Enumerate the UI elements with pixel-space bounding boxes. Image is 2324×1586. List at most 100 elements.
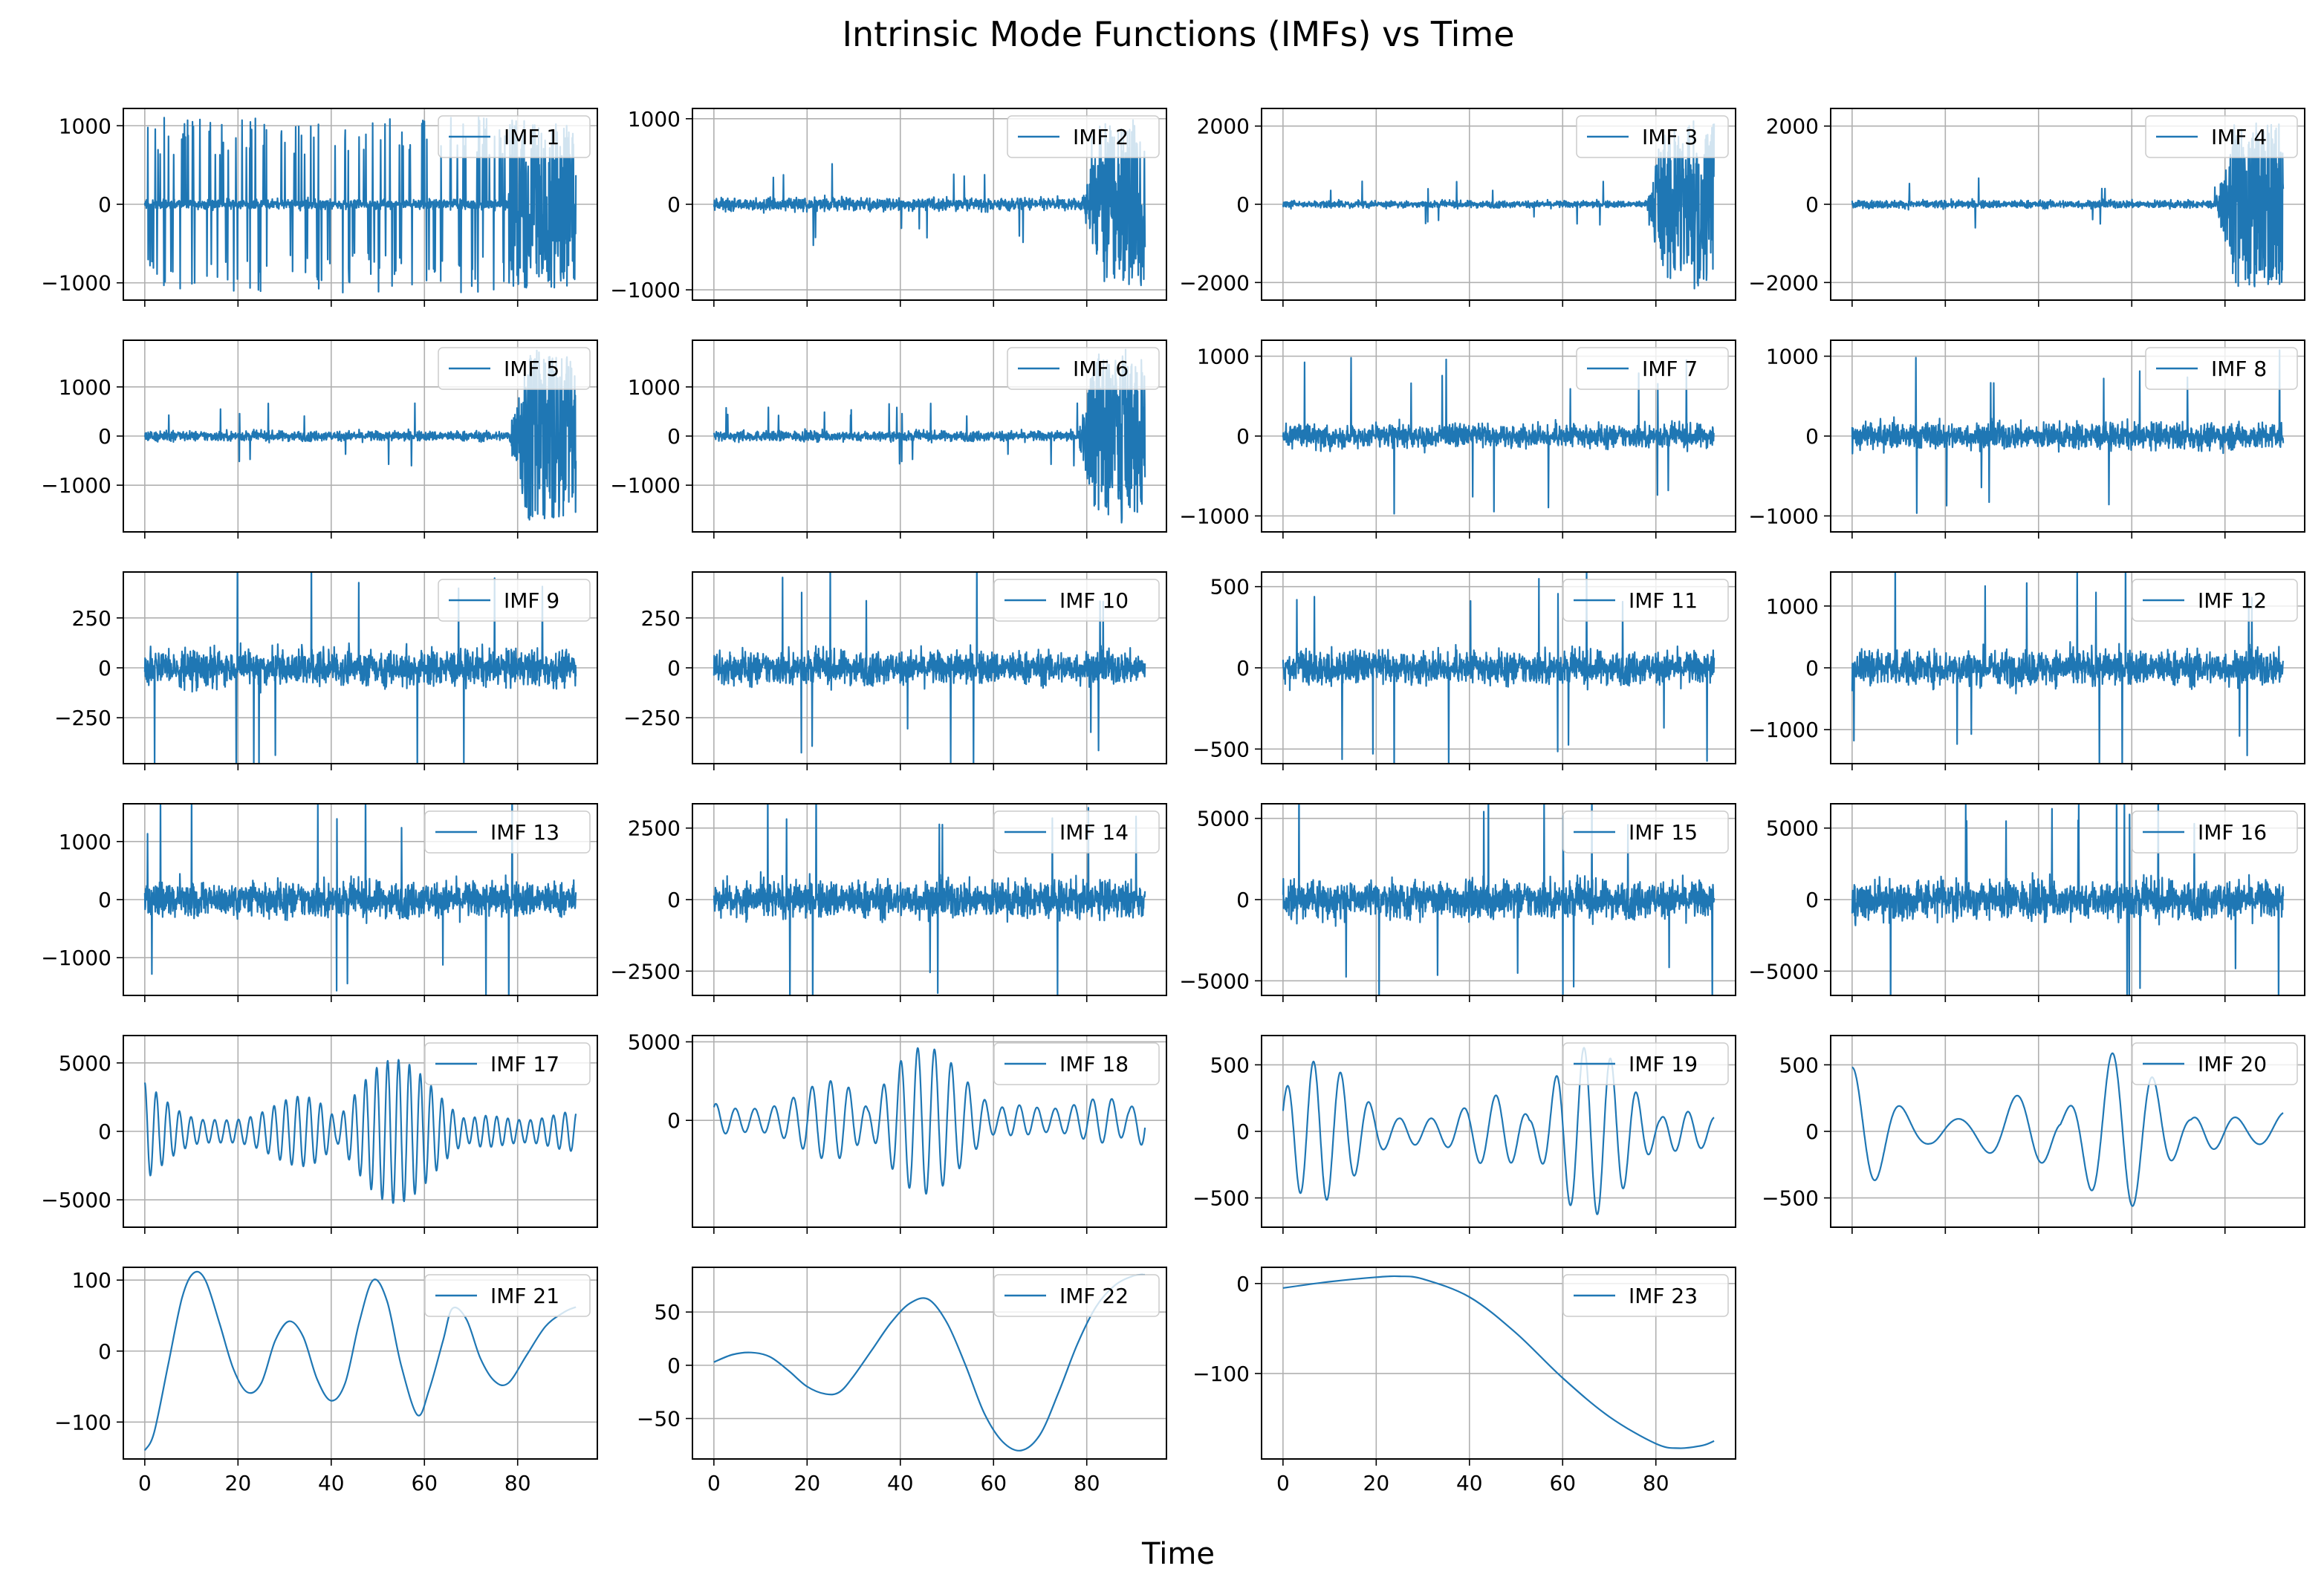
- subplot-imf-23: 0 20 40 60 80 −100 0 IMF 23: [1192, 1267, 1736, 1495]
- y-tick-label: 0: [1236, 888, 1250, 912]
- y-tick-label: −500: [1762, 1186, 1819, 1211]
- imf-line-4: [1851, 122, 2285, 287]
- axes-frame: [692, 1267, 1167, 1460]
- legend-box: [1576, 115, 1729, 158]
- subplot-imf-1: −1000 0 1000 IMF 1: [41, 108, 598, 307]
- y-tick-label: 0: [98, 192, 111, 217]
- x-tick-label: 60: [1549, 1471, 1576, 1495]
- subplot-imf-20: −500 0 500 IMF 20: [1762, 1035, 2305, 1234]
- imf-line-2: [713, 119, 1146, 287]
- legend: IMF 17: [424, 1042, 591, 1085]
- y-tick-label: 0: [1236, 1119, 1250, 1144]
- y-tick-label: 5000: [59, 1051, 111, 1076]
- x-tick-label: 0: [1276, 1471, 1290, 1495]
- legend-box: [993, 579, 1160, 622]
- legend-box: [1562, 810, 1729, 854]
- imf-line-5: [143, 349, 577, 521]
- legend: IMF 5: [438, 347, 591, 390]
- y-tick-label: −1000: [1748, 718, 1819, 742]
- imf-line-16: [1851, 804, 2285, 995]
- y-tick-label: −2500: [610, 959, 681, 984]
- subplot-imf-21: 0 20 40 60 80 −100 0 100 IMF 21: [54, 1267, 598, 1495]
- y-tick-label: −1000: [41, 473, 111, 498]
- x-tick-label: 0: [138, 1471, 152, 1495]
- legend-box: [1562, 1274, 1729, 1317]
- y-tick-label: −50: [637, 1407, 681, 1431]
- y-tick-label: 500: [1779, 1053, 1819, 1077]
- legend-label: IMF 20: [2198, 1052, 2267, 1076]
- y-tick-label: −100: [54, 1410, 111, 1434]
- legend-label: IMF 19: [1629, 1052, 1698, 1076]
- legend-label: IMF 16: [2198, 820, 2267, 845]
- imf-line-18: [713, 1047, 1146, 1195]
- y-tick-label: −1000: [610, 473, 681, 498]
- subplot-imf-16: −5000 0 5000 IMF 16: [1748, 803, 2305, 1002]
- y-tick-label: 0: [1805, 192, 1819, 217]
- legend-box: [1007, 347, 1160, 390]
- y-tick-label: 0: [1805, 656, 1819, 680]
- legend-box: [2145, 347, 2298, 390]
- legend: IMF 11: [1562, 579, 1729, 622]
- imf-line-7: [1282, 357, 1715, 515]
- imf-line-17: [143, 1059, 577, 1204]
- figure-title: Intrinsic Mode Functions (IMFs) vs Time: [842, 14, 1514, 54]
- grid: [123, 1267, 597, 1459]
- axes-frame: [692, 1035, 1167, 1228]
- legend: IMF 4: [2145, 115, 2298, 158]
- legend: IMF 15: [1562, 810, 1729, 854]
- legend-box: [2132, 1042, 2298, 1085]
- subplot-imf-14: −2500 0 2500 IMF 14: [610, 803, 1167, 1002]
- legend: IMF 1: [438, 115, 591, 158]
- legend-label: IMF 9: [504, 588, 559, 613]
- legend: IMF 20: [2132, 1042, 2298, 1085]
- imf-line-6: [713, 348, 1146, 524]
- subplot-imf-7: −1000 0 1000 IMF 7: [1179, 339, 1736, 539]
- y-tick-label: −5000: [41, 1188, 111, 1212]
- subplot-imf-8: −1000 0 1000 IMF 8: [1748, 339, 2305, 539]
- legend-label: IMF 10: [1059, 588, 1129, 613]
- legend-box: [438, 579, 591, 622]
- legend-box: [993, 1042, 1160, 1085]
- y-tick-label: 0: [1236, 424, 1250, 449]
- y-tick-label: 250: [72, 606, 111, 631]
- x-tick-label: 80: [1074, 1471, 1100, 1495]
- legend-label: IMF 8: [2211, 357, 2267, 381]
- imf-line-14: [713, 804, 1146, 995]
- subplot-imf-9: −250 0 250 IMF 9: [54, 571, 598, 770]
- y-tick-label: −2000: [1748, 270, 1819, 295]
- legend-label: IMF 18: [1059, 1052, 1129, 1076]
- legend-box: [1562, 1042, 1729, 1085]
- x-tick-label: 20: [225, 1471, 252, 1495]
- y-tick-label: −1000: [1748, 504, 1819, 529]
- y-tick-label: 0: [667, 1353, 681, 1378]
- imf-line-12: [1851, 572, 2285, 764]
- imf-line-19: [1282, 1047, 1715, 1215]
- subplot-imf-5: −1000 0 1000 IMF 5: [41, 339, 598, 539]
- y-tick-label: 100: [72, 1268, 111, 1293]
- imf-line-9: [143, 572, 577, 764]
- y-tick-label: 0: [667, 656, 681, 680]
- subplot-imf-10: −250 0 250 IMF 10: [623, 571, 1167, 770]
- y-tick-label: 0: [1236, 1272, 1250, 1296]
- subplot-imf-22: 0 20 40 60 80 −50 0 50 IMF 22: [637, 1267, 1167, 1495]
- legend-label: IMF 14: [1059, 820, 1129, 845]
- legend-label: IMF 13: [490, 820, 559, 845]
- x-tick-label: 40: [1456, 1471, 1483, 1495]
- legend-box: [424, 1274, 591, 1317]
- y-tick-label: −500: [1192, 1186, 1250, 1211]
- legend-label: IMF 11: [1629, 588, 1698, 613]
- y-tick-label: 0: [1805, 888, 1819, 912]
- y-tick-label: 0: [98, 424, 111, 449]
- y-tick-label: 1000: [1197, 345, 1250, 369]
- y-tick-label: −5000: [1179, 969, 1250, 993]
- legend: IMF 10: [993, 579, 1160, 622]
- legend-box: [424, 1042, 591, 1085]
- y-tick-label: 250: [641, 606, 681, 631]
- legend-box: [424, 810, 591, 854]
- legend-box: [2132, 810, 2298, 854]
- legend: IMF 23: [1562, 1274, 1729, 1317]
- legend: IMF 8: [2145, 347, 2298, 390]
- y-tick-label: 1000: [59, 114, 111, 138]
- legend-box: [438, 347, 591, 390]
